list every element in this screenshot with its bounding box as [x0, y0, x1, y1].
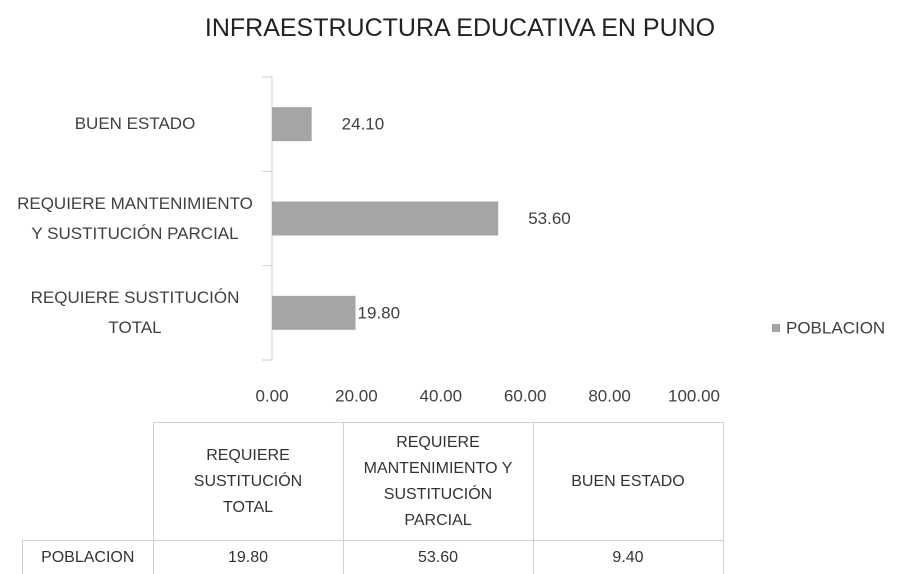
- bar: [272, 201, 499, 236]
- x-tick-label: 20.00: [335, 386, 378, 405]
- data-label: 19.80: [358, 303, 401, 322]
- x-tick-label: 100.00: [668, 386, 720, 405]
- chart-title: INFRAESTRUCTURA EDUCATIVA EN PUNO: [204, 14, 716, 42]
- data-table: REQUIERE SUSTITUCIÓN TOTAL REQUIERE MANTE…: [22, 422, 724, 574]
- bar: [272, 295, 356, 330]
- x-tick-label: 80.00: [588, 386, 631, 405]
- table-column-header: BUEN ESTADO: [532, 422, 724, 541]
- table-cell: 53.60: [342, 540, 534, 574]
- y-tick-label: REQUIERE MANTENIMIENTO Y SUSTITUCIÓN PAR…: [17, 193, 253, 243]
- y-tick-label: BUEN ESTADO: [74, 114, 196, 134]
- y-tick-label: REQUIERE SUSTITUCIÓN TOTAL: [30, 287, 240, 337]
- x-tick-label: 0.00: [255, 386, 288, 405]
- table-header-row: REQUIERE SUSTITUCIÓN TOTAL REQUIERE MANTE…: [23, 422, 724, 541]
- data-label: 53.60: [528, 209, 571, 228]
- table-data-row: POBLACION 19.80 53.60 9.40: [22, 540, 724, 574]
- x-tick-label: 60.00: [504, 386, 547, 405]
- x-tick-label: 40.00: [420, 386, 463, 405]
- table-corner: [23, 423, 154, 541]
- table-column-header: REQUIERE SUSTITUCIÓN TOTAL: [152, 422, 344, 541]
- data-label: 24.10: [342, 115, 385, 134]
- table-cell: 9.40: [532, 540, 724, 574]
- table-cell: 19.80: [152, 540, 344, 574]
- table-column-header: REQUIERE MANTENIMIENTO Y SUSTITUCIÓN PAR…: [342, 422, 534, 541]
- table-row-header: POBLACION: [22, 540, 154, 574]
- bar: [272, 107, 312, 142]
- legend-label: POBLACION: [786, 318, 885, 337]
- legend-swatch: [772, 324, 780, 332]
